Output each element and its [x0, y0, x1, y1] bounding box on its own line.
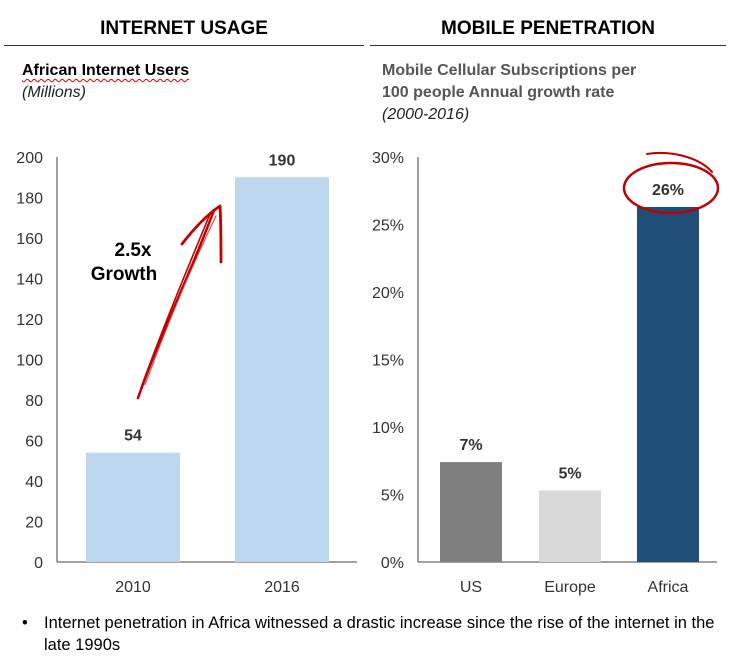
bar-africa	[637, 206, 699, 562]
y-tick-label: 140	[16, 272, 43, 289]
bullet-dot-icon: •	[22, 614, 28, 632]
y-tick-label: 200	[16, 150, 43, 167]
left-bars: 54 2010 190 2016	[86, 152, 329, 596]
growth-label-line2: Growth	[91, 264, 158, 285]
y-tick-label: 20	[25, 515, 43, 532]
category-label-africa: Africa	[648, 579, 689, 596]
category-label-europe: Europe	[544, 579, 596, 596]
mobile-penetration-heading: MOBILE PENETRATION	[441, 18, 655, 39]
value-label-2010: 54	[124, 428, 142, 445]
left-chart-subtitle: African Internet Users (Millions)	[22, 60, 189, 104]
value-label-africa: 26%	[652, 182, 684, 199]
category-label-2010: 2010	[115, 579, 151, 596]
y-tick-label: 180	[16, 191, 43, 208]
value-label-europe: 5%	[558, 465, 581, 482]
growth-label-line1: 2.5x	[115, 240, 152, 261]
left-y-ticks: 0 20 40 60 80 100 120 140 160 180 200	[16, 150, 43, 572]
y-tick-label: 40	[25, 474, 43, 491]
left-heading-rule	[4, 45, 364, 46]
y-tick-label: 0	[34, 555, 43, 572]
right-chart-period: (2000-2016)	[382, 106, 470, 123]
y-tick-label: 20%	[372, 285, 404, 302]
right-chart-title-line2: 100 people Annual growth rate	[382, 84, 615, 101]
y-tick-label: 25%	[372, 218, 404, 235]
y-tick-label: 5%	[381, 488, 404, 505]
growth-arrow	[136, 204, 223, 400]
right-heading-rule	[370, 45, 726, 46]
right-chart-title-line1: Mobile Cellular Subscriptions per	[382, 62, 637, 79]
category-label-us: US	[460, 579, 482, 596]
value-label-us: 7%	[459, 437, 482, 454]
y-tick-label: 100	[16, 353, 43, 370]
footer-bullet-text: Internet penetration in Africa witnessed…	[44, 614, 715, 654]
y-tick-label: 160	[16, 231, 43, 248]
internet-usage-heading: INTERNET USAGE	[100, 18, 268, 39]
left-chart-units: (Millions)	[22, 84, 86, 101]
right-bars: 7% US 5% Europe 26% Africa	[440, 182, 699, 596]
bar-2016	[235, 177, 329, 562]
bar-2010	[86, 452, 180, 562]
category-label-2016: 2016	[264, 579, 300, 596]
value-label-2016: 190	[269, 152, 296, 169]
y-tick-label: 10%	[372, 420, 404, 437]
bar-europe	[539, 490, 601, 562]
bar-us	[440, 462, 502, 562]
africa-highlight-circle	[622, 152, 720, 215]
y-tick-label: 80	[25, 393, 43, 410]
y-tick-label: 120	[16, 312, 43, 329]
y-tick-label: 15%	[372, 353, 404, 370]
right-chart-subtitle: Mobile Cellular Subscriptions per 100 pe…	[382, 60, 636, 126]
y-tick-label: 60	[25, 434, 43, 451]
left-chart-title: African Internet Users	[22, 62, 190, 79]
y-tick-label: 0%	[381, 555, 404, 572]
y-tick-label: 30%	[372, 150, 404, 167]
right-y-ticks: 0% 5% 10% 15% 20% 25% 30%	[372, 150, 404, 572]
